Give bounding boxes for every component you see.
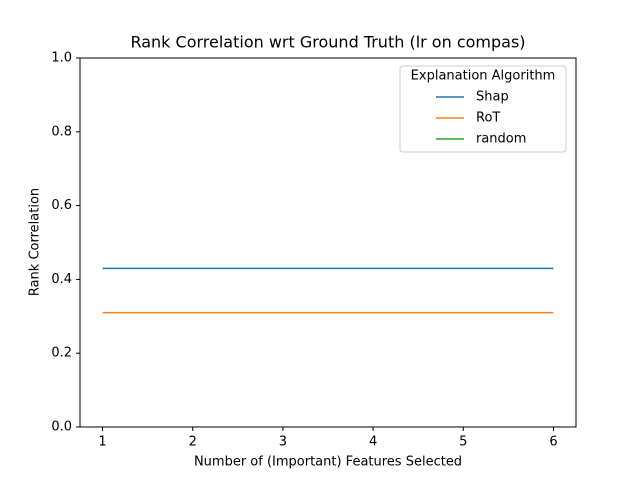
- x-tick-label: 2: [189, 435, 197, 450]
- legend-box: [399, 65, 567, 153]
- plot-frame: [79, 57, 577, 428]
- x-tick-label: 6: [549, 435, 557, 450]
- y-tick-label: 0.2: [51, 346, 72, 361]
- x-tick-label: 5: [459, 435, 467, 450]
- legend-label: Shap: [476, 90, 509, 105]
- legend-label: random: [476, 132, 526, 147]
- x-tick-label: 1: [98, 435, 106, 450]
- y-tick-label: 0.0: [51, 420, 72, 435]
- y-tick-label: 1.0: [51, 51, 72, 66]
- legend-title: Explanation Algorithm: [411, 69, 556, 84]
- x-tick-label: 3: [279, 435, 287, 450]
- y-tick-label: 0.4: [51, 272, 72, 287]
- chart-title: Rank Correlation wrt Ground Truth (lr on…: [130, 33, 525, 52]
- legend-label: RoT: [476, 111, 500, 126]
- y-tick-label: 0.8: [51, 124, 72, 139]
- y-tick-label: 0.6: [51, 198, 72, 213]
- x-tick-label: 4: [369, 435, 377, 450]
- y-axis-label: Rank Correlation: [28, 188, 43, 296]
- x-axis-label: Number of (Important) Features Selected: [194, 455, 462, 470]
